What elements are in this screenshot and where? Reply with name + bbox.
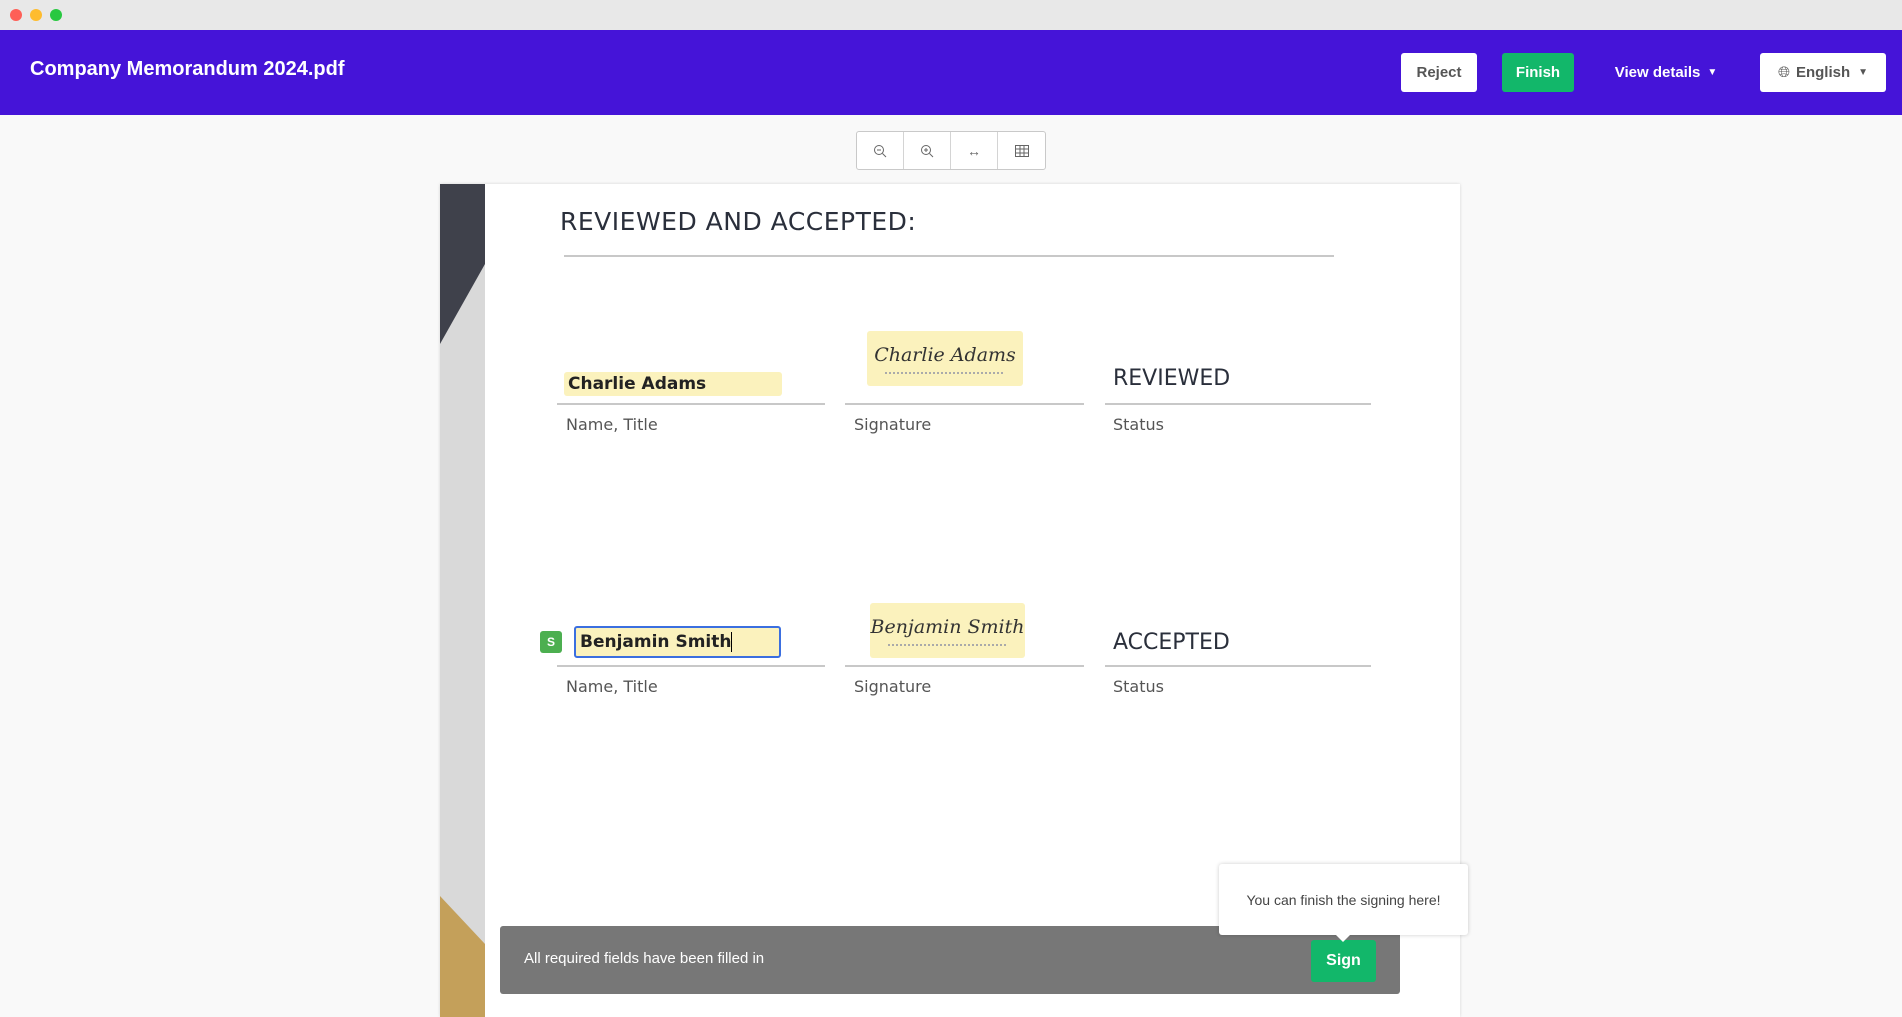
window-titlebar — [0, 0, 1902, 30]
globe-icon: 🌐︎ — [1777, 64, 1790, 81]
grid-icon — [1014, 144, 1029, 157]
divider — [845, 665, 1084, 667]
section-heading: REVIEWED AND ACCEPTED: — [560, 207, 917, 236]
divider — [845, 403, 1084, 405]
tooltip-text: You can finish the signing here! — [1246, 891, 1441, 908]
language-label: English — [1795, 64, 1851, 81]
grid-view-button[interactable] — [998, 132, 1045, 169]
tooltip: You can finish the signing here! — [1219, 864, 1468, 942]
signer-badge: S — [540, 631, 562, 653]
app-header — [0, 30, 1902, 115]
fit-width-icon: ↔ — [967, 142, 981, 159]
signature-id-line — [887, 643, 1008, 646]
zoom-out-button[interactable] — [857, 132, 904, 169]
minimize-window-button[interactable] — [30, 9, 42, 21]
divider — [564, 255, 1334, 257]
completion-bar: All required fields have been filled in … — [500, 926, 1400, 994]
signature-field[interactable]: Benjamin Smith — [870, 603, 1025, 658]
signature-id-line — [885, 371, 1005, 374]
status-label: Status — [1113, 415, 1164, 434]
name-input-value: Benjamin Smith — [580, 632, 732, 652]
chevron-down-icon: ▼ — [1707, 67, 1718, 78]
divider — [557, 403, 825, 405]
zoom-in-icon — [921, 144, 934, 157]
status-value: ACCEPTED — [1113, 630, 1230, 655]
viewer-toolbar: ↔ — [856, 131, 1046, 170]
name-field[interactable]: Charlie Adams — [564, 372, 782, 396]
zoom-in-button[interactable] — [904, 132, 951, 169]
signature-label: Signature — [854, 415, 932, 434]
page-decoration — [440, 184, 485, 1017]
signature-image: Charlie Adams — [874, 343, 1016, 366]
name-label: Name, Title — [566, 415, 658, 434]
divider — [1105, 665, 1371, 667]
language-select[interactable]: 🌐︎ English ▼ — [1760, 53, 1886, 92]
name-label: Name, Title — [566, 677, 658, 696]
signature-image: Benjamin Smith — [870, 615, 1025, 638]
document-title: Company Memorandum 2024.pdf — [30, 58, 345, 80]
sign-button[interactable]: Sign — [1311, 940, 1376, 982]
zoom-out-icon — [874, 144, 887, 157]
divider — [1105, 403, 1371, 405]
view-details-button[interactable]: View details ▼ — [1604, 53, 1728, 92]
name-input[interactable]: Benjamin Smith — [574, 626, 781, 658]
chevron-down-icon: ▼ — [1858, 67, 1869, 78]
fit-width-button[interactable]: ↔ — [951, 132, 998, 169]
text-cursor — [731, 632, 733, 652]
status-value: REVIEWED — [1113, 366, 1231, 391]
view-details-label: View details — [1614, 64, 1701, 81]
signature-label: Signature — [854, 677, 932, 696]
completion-message: All required fields have been filled in — [524, 950, 765, 967]
close-window-button[interactable] — [10, 9, 22, 21]
status-label: Status — [1113, 677, 1164, 696]
finish-button[interactable]: Finish — [1502, 53, 1574, 92]
reject-button[interactable]: Reject — [1401, 53, 1477, 92]
signature-field[interactable]: Charlie Adams — [867, 331, 1023, 386]
maximize-window-button[interactable] — [50, 9, 62, 21]
divider — [557, 665, 825, 667]
